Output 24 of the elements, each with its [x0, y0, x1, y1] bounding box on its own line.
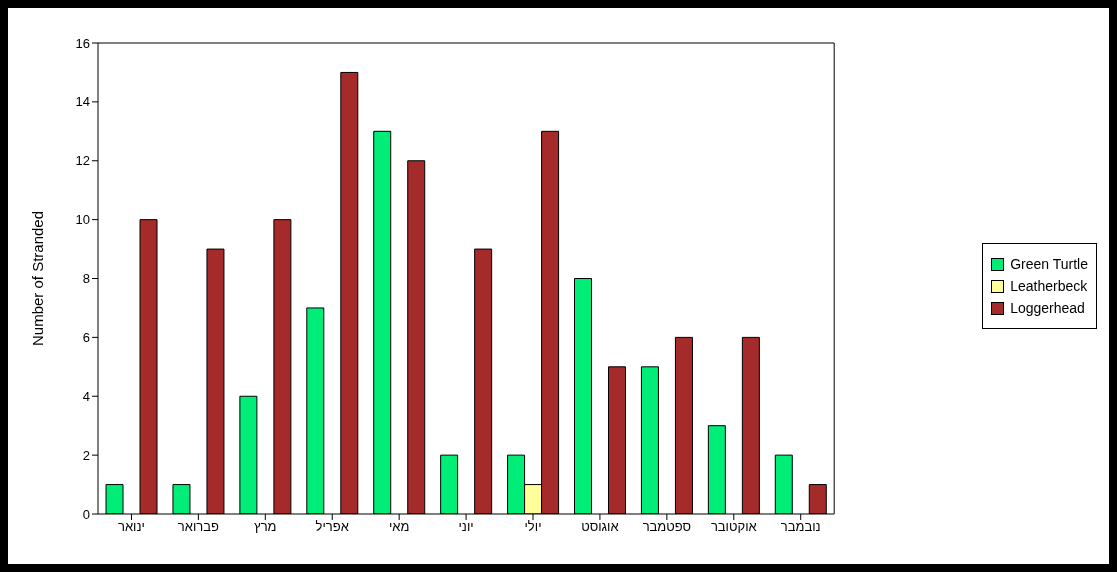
- x-tick-label: אוגוסט: [581, 519, 619, 535]
- x-tick-label: יולי: [524, 519, 542, 535]
- y-tick-label: 10: [75, 212, 90, 228]
- x-tick-label: יוני: [458, 519, 474, 535]
- y-tick-label: 16: [75, 35, 90, 51]
- x-tick-label: ינואר: [118, 519, 145, 535]
- x-tick-label: מאי: [388, 519, 410, 535]
- x-tick-label: מרץ: [254, 519, 277, 535]
- legend-label: Leatherbeck: [1010, 278, 1088, 294]
- y-axis-title: Number of Stranded: [29, 210, 47, 347]
- x-tick-label: פברואר: [177, 519, 220, 535]
- x-tick-label: ספטמבר: [642, 519, 692, 535]
- legend-label: Green Turtle: [1010, 256, 1088, 272]
- y-tick-label: 2: [82, 447, 90, 463]
- x-tick-label: אפריל: [315, 519, 349, 535]
- y-tick-label: 6: [82, 329, 90, 345]
- y-tick-label: 8: [82, 271, 90, 287]
- y-tick-label: 4: [82, 388, 90, 404]
- y-tick-label: 12: [75, 153, 90, 169]
- y-tick-label: 0: [82, 506, 90, 522]
- y-tick-label: 14: [75, 94, 90, 110]
- legend-label: Loggerhead: [1010, 300, 1085, 316]
- x-tick-label: אוקטובר: [710, 519, 757, 535]
- x-tick-label: נובמבר: [780, 519, 821, 535]
